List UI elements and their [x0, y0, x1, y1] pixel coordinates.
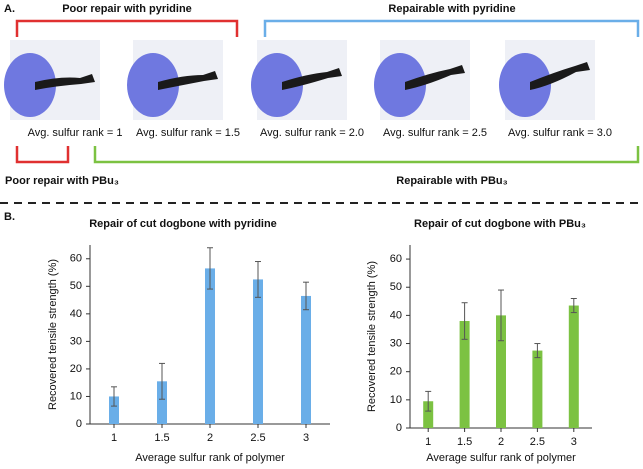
bar [205, 268, 215, 424]
glove [374, 53, 426, 117]
y-tick-label: 10 [70, 390, 82, 402]
photos [4, 40, 595, 120]
photo-caption: Avg. sulfur rank = 3.0 [508, 127, 612, 139]
bar [496, 315, 506, 428]
x-tick-label: 1.5 [457, 436, 472, 448]
x-tick-label: 1 [111, 432, 117, 444]
x-axis-label: Average sulfur rank of polymer [135, 452, 285, 464]
photo-caption: Avg. sulfur rank = 2.5 [383, 127, 487, 139]
chart-title: Repair of cut dogbone with pyridine [89, 218, 277, 230]
bracket [93, 146, 640, 164]
bar [423, 401, 434, 428]
y-tick-label: 50 [390, 281, 402, 293]
panel-label: A. [4, 3, 15, 15]
bracket [15, 19, 239, 37]
bracket [15, 146, 70, 164]
y-tick-label: 30 [390, 337, 402, 349]
chart-title: Repair of cut dogbone with PBu₃ [414, 218, 586, 230]
bar [253, 279, 263, 424]
x-tick-label: 2.5 [250, 432, 265, 444]
photo-caption: Avg. sulfur rank = 2.0 [260, 127, 364, 139]
y-axis-label: Recovered tensile strength (%) [47, 259, 59, 410]
y-tick-label: 40 [70, 308, 82, 320]
bracket-label: Repairable with PBu₃ [396, 175, 507, 187]
dogbone [158, 71, 218, 90]
dogbone [282, 68, 342, 90]
y-tick-label: 20 [390, 366, 402, 378]
glove [4, 53, 56, 117]
panel-label: B. [4, 211, 15, 223]
x-tick-label: 2 [207, 432, 213, 444]
bar [459, 321, 470, 428]
dogbone [405, 65, 465, 90]
bar [532, 350, 543, 428]
x-tick-label: 3 [571, 436, 577, 448]
bar [301, 295, 311, 424]
y-tick-label: 10 [390, 394, 402, 406]
bar [568, 305, 579, 428]
bracket-label: Poor repair with PBu₃ [5, 175, 119, 187]
photo-caption: Avg. sulfur rank = 1 [28, 127, 123, 139]
y-tick-label: 30 [70, 335, 82, 347]
y-tick-label: 20 [70, 363, 82, 375]
glove [499, 53, 551, 117]
x-tick-label: 1.5 [154, 432, 169, 444]
glove [251, 53, 303, 117]
bracket [263, 19, 640, 37]
y-axis-label: Recovered tensile strength (%) [366, 261, 378, 412]
y-tick-label: 0 [76, 418, 82, 430]
x-tick-label: 2 [498, 436, 504, 448]
bracket-label: Poor repair with pyridine [62, 3, 192, 15]
y-tick-label: 40 [390, 309, 402, 321]
x-tick-label: 2.5 [530, 436, 545, 448]
x-tick-label: 3 [303, 432, 309, 444]
y-tick-label: 50 [70, 280, 82, 292]
y-tick-label: 60 [70, 253, 82, 265]
x-axis-label: Average sulfur rank of polymer [426, 452, 576, 464]
glove [127, 53, 179, 117]
dogbone [530, 62, 590, 90]
dogbone [35, 74, 95, 90]
y-tick-label: 60 [390, 253, 402, 265]
y-tick-label: 0 [396, 422, 402, 434]
photo-caption: Avg. sulfur rank = 1.5 [136, 127, 240, 139]
bar [157, 381, 167, 424]
x-tick-label: 1 [425, 436, 431, 448]
bracket-label: Repairable with pyridine [388, 3, 515, 15]
bar [109, 396, 119, 424]
